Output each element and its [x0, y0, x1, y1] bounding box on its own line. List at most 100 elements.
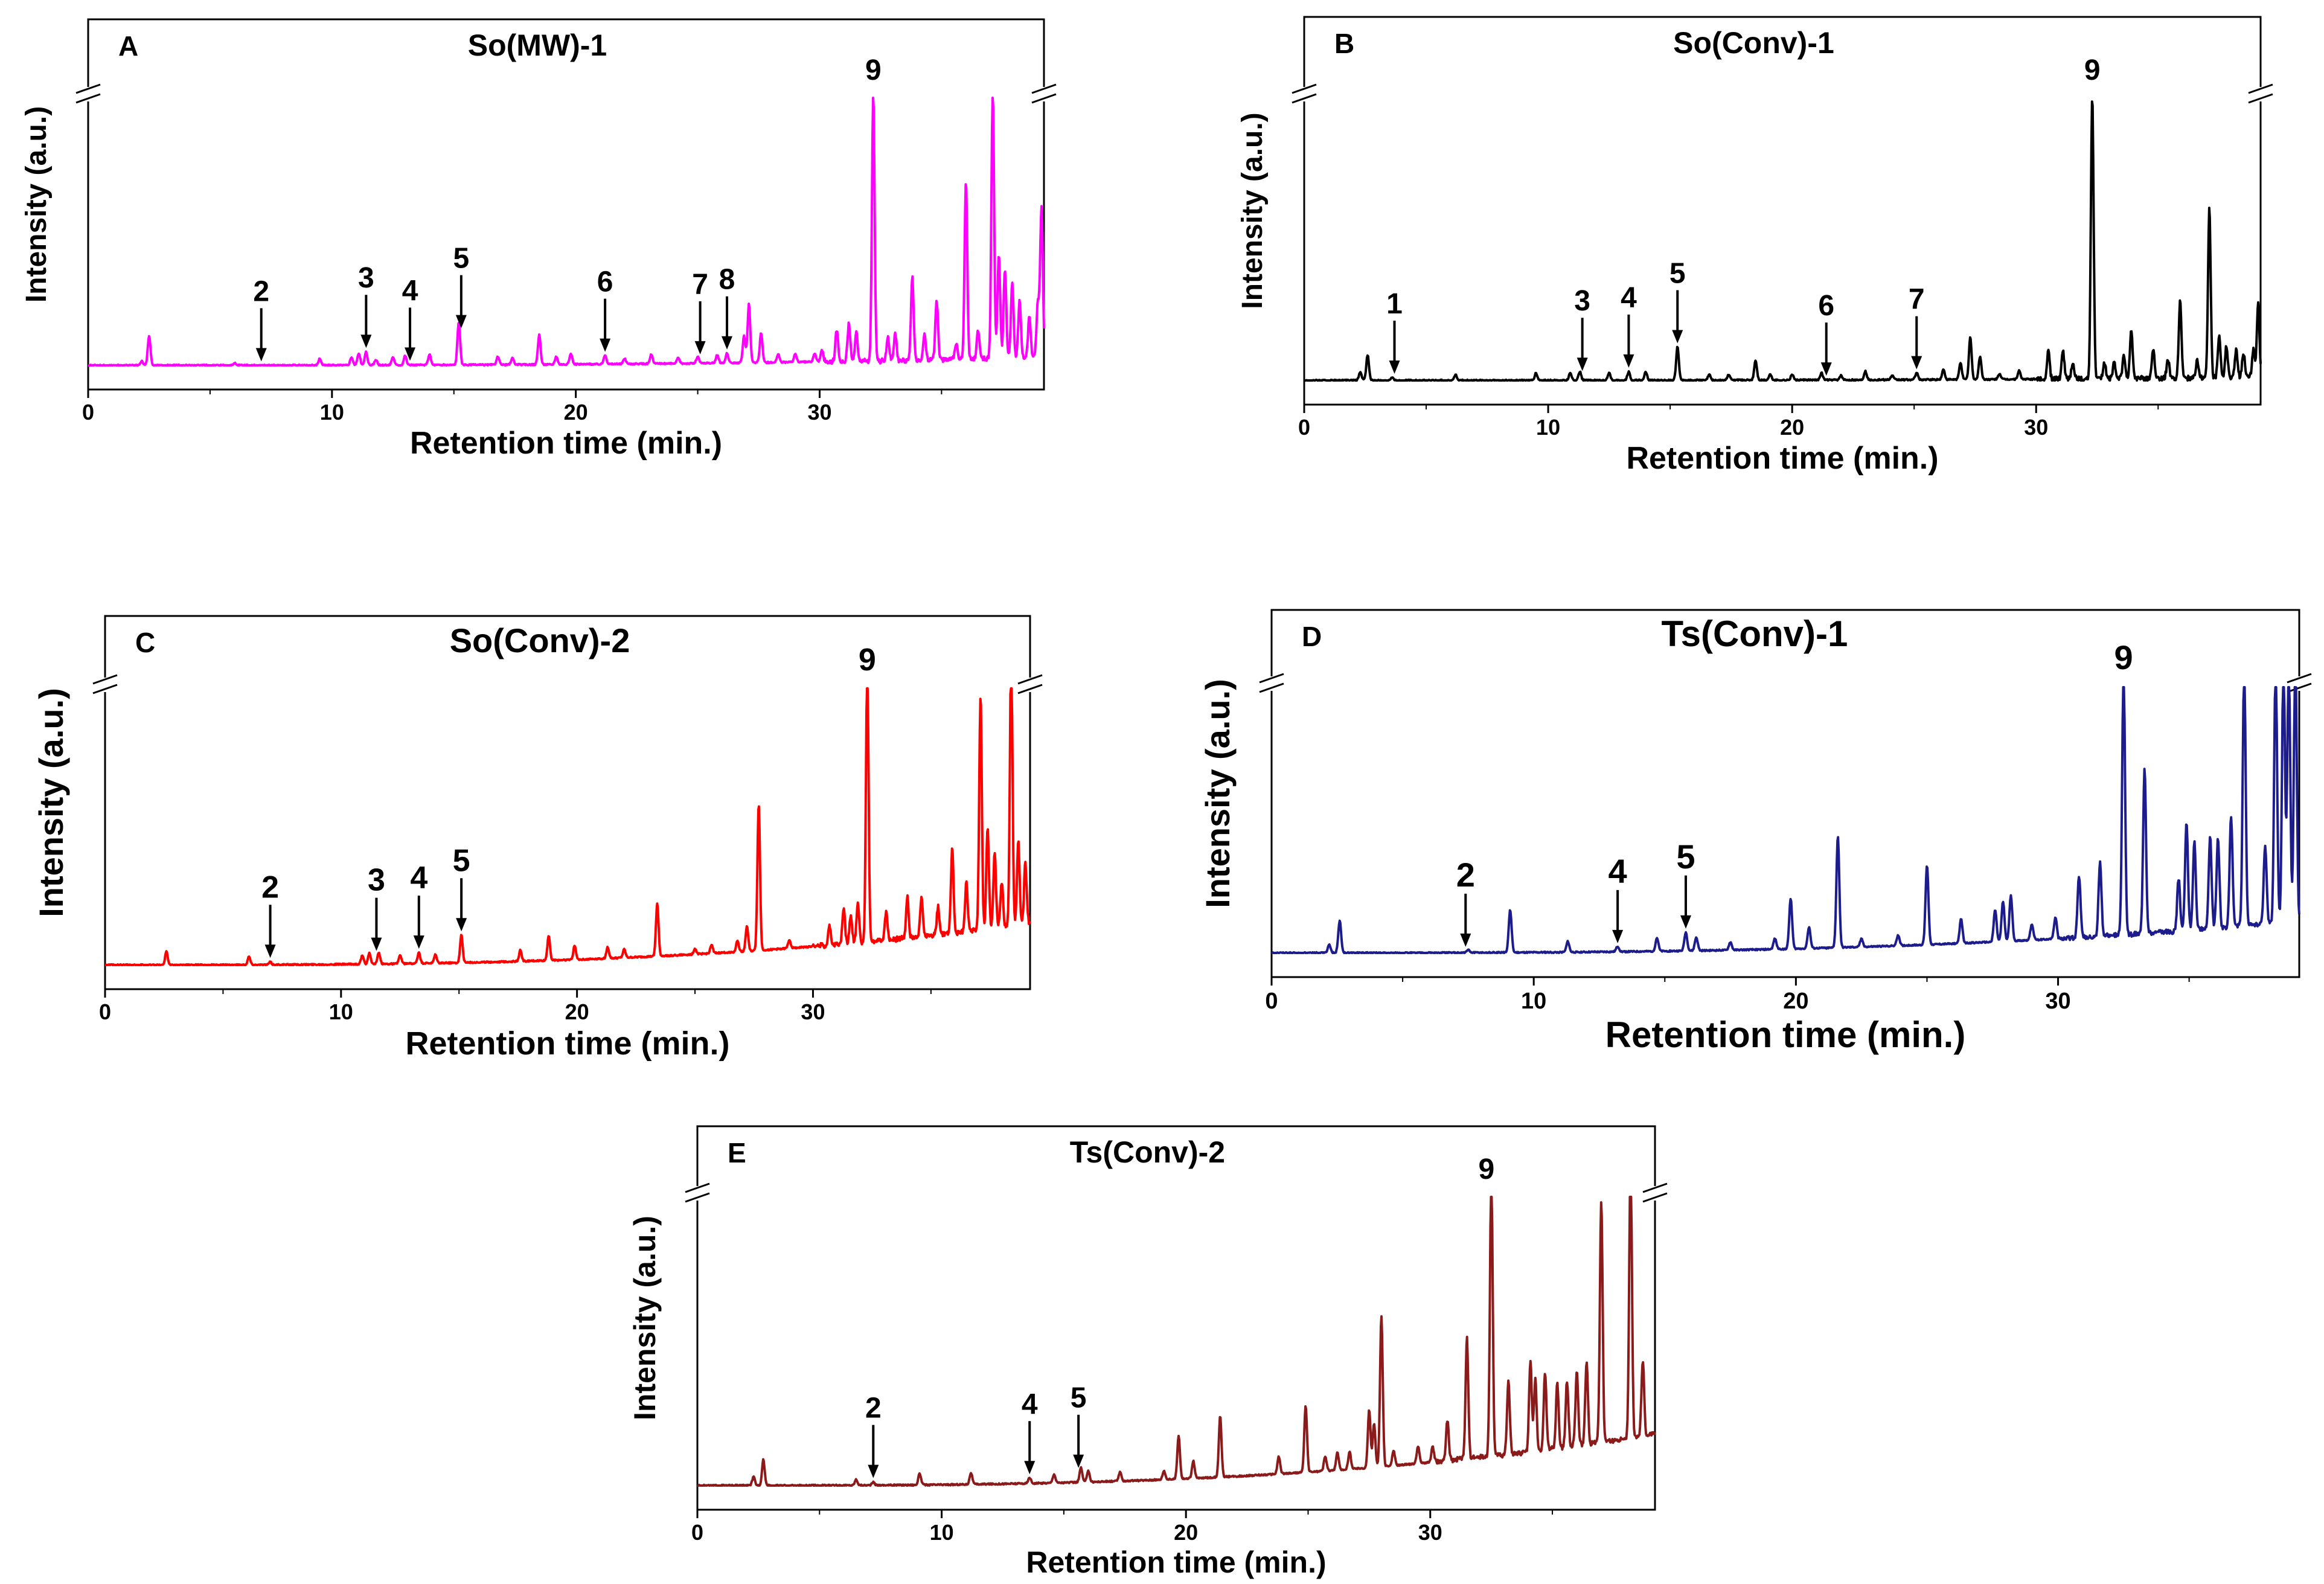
x-tick-label: 10 [1521, 989, 1546, 1014]
peak-marker-label: 5 [1669, 258, 1686, 290]
x-tick-label: 0 [99, 999, 111, 1024]
chromatogram-trace [1271, 686, 2300, 954]
panel-title: Ts(Conv)-2 [1070, 1135, 1225, 1169]
peak-marker-arrowhead [1612, 929, 1624, 943]
peak-marker-label: 6 [597, 266, 613, 298]
peak-marker-label: 3 [368, 863, 385, 898]
axis-break-mark-right [2287, 682, 2312, 693]
x-tick-label: 0 [1298, 415, 1310, 440]
axis-break-mark-left [92, 674, 118, 685]
x-tick-label: 20 [1783, 989, 1808, 1014]
peak-marker-arrowhead [1672, 330, 1683, 344]
peak-marker-label: 8 [719, 264, 735, 296]
x-tick-label: 20 [1780, 415, 1804, 440]
x-tick-label: 10 [320, 400, 344, 425]
peak-marker-arrowhead [413, 935, 424, 949]
peak-marker-arrowhead [360, 335, 372, 348]
x-tick-label: 20 [1174, 1520, 1198, 1545]
panel-letter: D [1302, 621, 1322, 652]
y-axis-label: Intensity (a.u.) [32, 688, 70, 917]
peak-marker-arrowhead [405, 347, 416, 361]
axis-break-mark-left [1292, 93, 1317, 104]
peak-9-label: 9 [1478, 1153, 1494, 1185]
peak-marker-label: 4 [1621, 282, 1637, 314]
peak-marker-label: 4 [410, 861, 427, 896]
peak-marker-arrowhead [1623, 354, 1634, 368]
peak-marker-arrowhead [600, 338, 611, 352]
x-tick-label: 0 [691, 1520, 703, 1545]
axis-break-mark-left [685, 1192, 710, 1203]
x-axis-label: Retention time (min.) [410, 426, 722, 461]
peak-marker-arrowhead [1911, 356, 1922, 370]
peak-marker-arrowhead [1820, 362, 1832, 376]
axis-break-mark-right [2248, 93, 2273, 104]
y-axis-label: Intensity (a.u.) [1199, 679, 1237, 908]
chromatogram-trace [88, 97, 1045, 367]
panel-a: 0 10 20 30 A So(MW)-1 Intensity (a.u.) Retentio… [21, 18, 1057, 461]
peak-9-label: 9 [2114, 638, 2133, 676]
peak-marker-arrowhead [371, 937, 382, 951]
axis-break-mark-right [1642, 1192, 1668, 1203]
peak-marker-label: 7 [1909, 284, 1925, 316]
peak-marker-label: 1 [1386, 288, 1403, 320]
peak-marker-label: 5 [1676, 838, 1695, 876]
x-tick-label: 20 [565, 999, 589, 1024]
peak-marker-arrowhead [722, 336, 733, 350]
panel-title: Ts(Conv)-1 [1661, 614, 1848, 654]
panel-letter: A [118, 30, 138, 62]
y-axis-label: Intensity (a.u.) [628, 1216, 662, 1420]
x-tick-label: 30 [2045, 989, 2070, 1014]
peak-marker-arrowhead [1024, 1461, 1036, 1475]
axis-break-mark-left [1259, 673, 1284, 684]
axis-break-mark-left [1292, 83, 1317, 94]
peak-marker-arrowhead [1577, 358, 1588, 371]
peak-marker-arrowhead [255, 348, 267, 362]
peak-marker-label: 7 [692, 269, 708, 301]
peak-9-label: 9 [2084, 54, 2101, 86]
plot-frame [87, 18, 1045, 391]
peak-marker-label: 2 [865, 1393, 882, 1425]
x-tick-label: 30 [2024, 415, 2048, 440]
peak-marker-arrowhead [456, 918, 467, 932]
x-axis-label: Retention time (min.) [1026, 1545, 1326, 1579]
plot-frame [104, 615, 1031, 990]
peak-marker-arrowhead [264, 944, 276, 958]
panel-letter: B [1334, 28, 1354, 59]
axis-break-mark-right [2248, 83, 2273, 94]
panel-d: 0 10 20 30 D Ts(Conv)-1 Intensity (a.u.) Retent… [1199, 609, 2313, 1055]
panel-b: 0 10 20 30 B So(Conv)-1 Intensity (a.u.) Retent… [1237, 16, 2274, 476]
x-tick-label: 10 [1536, 415, 1560, 440]
panel-title: So(Conv)-2 [450, 621, 630, 659]
x-tick-label: 10 [329, 999, 353, 1024]
x-axis-label: Retention time (min.) [406, 1025, 730, 1062]
chromatogram-trace [104, 687, 1031, 966]
peak-marker-label: 5 [1071, 1382, 1087, 1414]
y-axis-label: Intensity (a.u.) [1237, 112, 1269, 309]
x-axis-label: Retention time (min.) [1626, 441, 1938, 476]
x-tick-label: 20 [564, 400, 588, 425]
peak-marker-label: 4 [1022, 1388, 1038, 1420]
peak-marker-arrowhead [1680, 915, 1692, 929]
peak-marker-label: 2 [1456, 856, 1475, 894]
panel-title: So(Conv)-1 [1673, 26, 1834, 60]
axis-break-mark-left [685, 1182, 710, 1193]
plot-frame [1270, 609, 2300, 978]
peak-marker-arrowhead [455, 315, 467, 329]
peak-marker-label: 5 [453, 243, 470, 275]
peak-marker-arrowhead [868, 1464, 879, 1478]
peak-marker-label: 4 [402, 275, 418, 307]
axis-break-mark-left [92, 684, 118, 694]
peak-9-label: 9 [859, 643, 876, 678]
peak-marker-arrowhead [1460, 933, 1471, 947]
axis-break-mark-left [1259, 682, 1284, 693]
panel-letter: E [728, 1137, 746, 1169]
panel-e: 0 10 20 30 E Ts(Conv)-2 Intensity (a.u.) Retent… [628, 1125, 1668, 1579]
x-axis-label: Retention time (min.) [1605, 1015, 1966, 1055]
peak-marker-label: 3 [1574, 285, 1590, 317]
x-tick-label: 0 [1265, 989, 1278, 1014]
panel-letter: C [135, 627, 155, 658]
peak-marker-label: 4 [1609, 852, 1627, 890]
plot-frame [696, 1125, 1656, 1511]
axis-break-mark-right [2287, 673, 2312, 684]
